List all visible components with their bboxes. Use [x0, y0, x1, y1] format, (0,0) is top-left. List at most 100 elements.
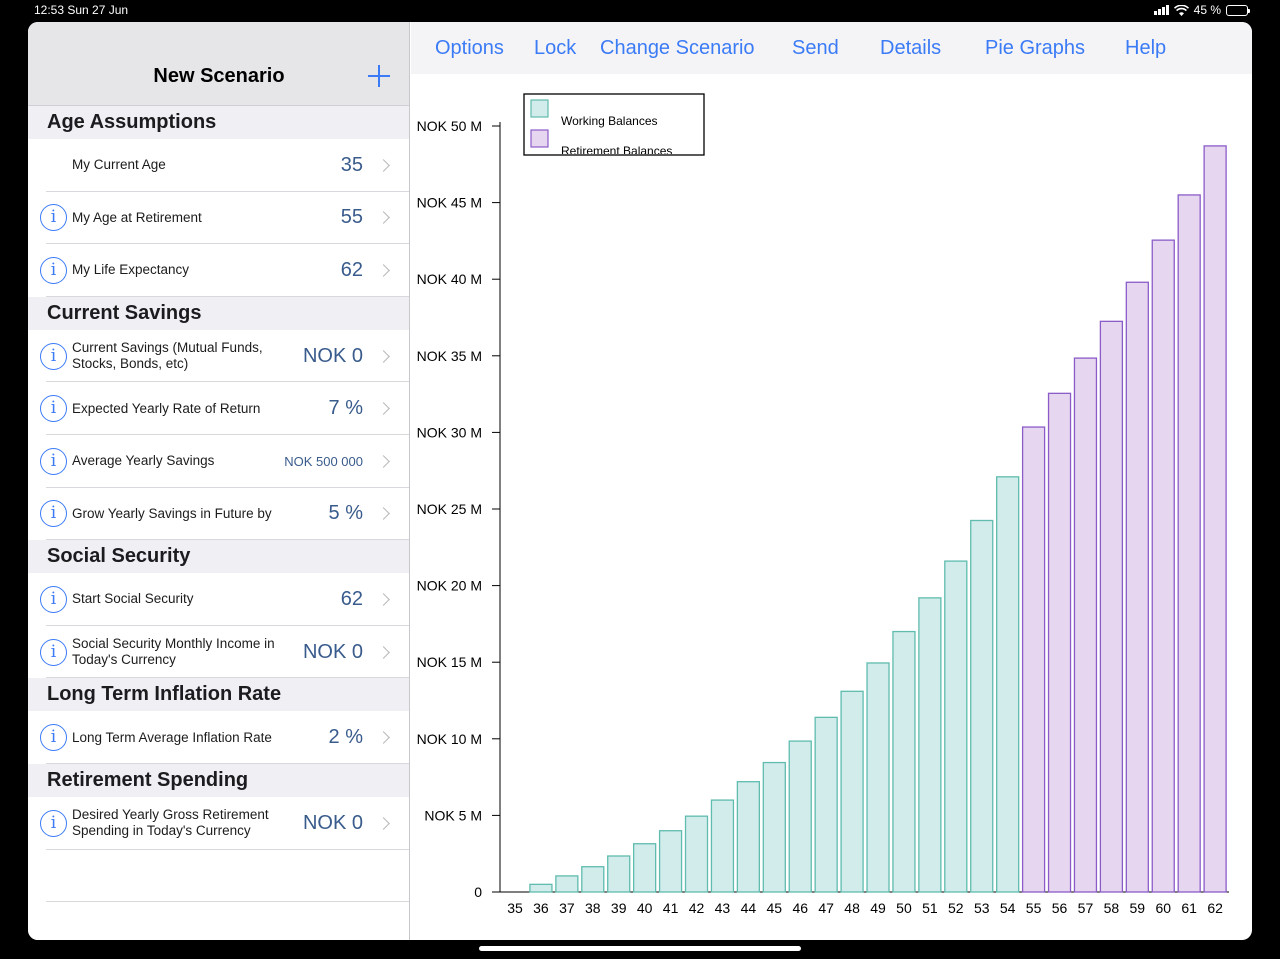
change-scenario-button[interactable]: Change Scenario — [600, 37, 755, 59]
battery-icon — [1226, 4, 1250, 16]
x-tick-label: 46 — [792, 900, 808, 916]
x-tick-label: 62 — [1207, 900, 1223, 916]
info-icon[interactable]: i — [40, 638, 67, 666]
row-value: NOK 0 — [302, 640, 363, 663]
settings-row[interactable]: i Current Savings (Mutual Funds, Stocks, … — [28, 330, 409, 383]
x-tick-label: 45 — [767, 900, 783, 916]
settings-row[interactable]: i Long Term Average Inflation Rate 2 % — [28, 711, 409, 764]
legend-swatch-retirement — [530, 129, 549, 148]
section-header: Retirement Spending — [28, 763, 409, 797]
retirement-balance-bar — [1073, 357, 1098, 893]
x-tick-label: 54 — [1000, 900, 1016, 916]
info-icon[interactable]: i — [40, 809, 67, 837]
chevron-right-icon — [377, 593, 390, 606]
settings-row[interactable]: My Current Age 35 — [28, 139, 409, 192]
settings-row[interactable]: i Average Yearly Savings NOK 500 000 — [28, 435, 409, 488]
info-icon[interactable]: i — [40, 395, 67, 423]
x-tick-label: 55 — [1026, 900, 1042, 916]
add-scenario-button[interactable] — [367, 64, 391, 88]
info-icon[interactable]: i — [40, 447, 67, 475]
x-tick-label: 38 — [585, 900, 601, 916]
x-tick-label: 51 — [922, 900, 938, 916]
info-icon[interactable]: i — [40, 500, 67, 528]
working-balance-bar — [555, 875, 579, 893]
working-balance-bar — [607, 855, 631, 893]
row-value: 55 — [340, 206, 363, 229]
row-label: Start Social Security — [72, 591, 194, 607]
settings-row[interactable]: i Social Security Monthly Income in Today… — [28, 626, 409, 679]
lock-button[interactable]: Lock — [534, 37, 577, 59]
working-balance-bar — [892, 630, 916, 893]
options-button[interactable]: Options — [435, 37, 504, 59]
pie-graphs-button[interactable]: Pie Graphs — [985, 37, 1086, 59]
details-button[interactable]: Details — [880, 37, 942, 59]
row-value: 62 — [340, 587, 363, 610]
info-icon[interactable]: i — [40, 204, 67, 232]
x-tick-label: 49 — [870, 900, 886, 916]
status-bar: 12:53 Sun 27 Jun 45 % — [0, 0, 1280, 20]
settings-row[interactable]: i My Age at Retirement 55 — [28, 192, 409, 245]
row-value: NOK 0 — [302, 344, 363, 367]
y-tick-label: NOK 40 M — [417, 271, 482, 287]
settings-row[interactable]: i Desired Yearly Gross Retirement Spendin… — [28, 797, 409, 850]
x-tick-label: 37 — [559, 900, 575, 916]
legend-label-working: Working Balances — [561, 114, 658, 128]
x-tick-label: 52 — [948, 900, 964, 916]
working-balance-bar — [736, 781, 761, 893]
working-balance-bar — [814, 716, 838, 893]
retirement-balance-bar — [1047, 392, 1072, 893]
x-tick-label: 40 — [637, 900, 653, 916]
x-tick-label: 36 — [533, 900, 549, 916]
row-label: My Current Age — [72, 157, 166, 173]
info-icon[interactable]: i — [40, 585, 67, 613]
y-tick-label: NOK 45 M — [417, 195, 482, 211]
retirement-balance-bar — [1177, 194, 1201, 893]
x-tick-label: 53 — [974, 900, 990, 916]
x-tick-label: 35 — [507, 900, 523, 916]
help-button[interactable]: Help — [1125, 37, 1167, 59]
row-value: 35 — [340, 153, 363, 176]
section-header: Social Security — [28, 540, 409, 574]
row-label: Expected Yearly Rate of Return — [72, 400, 261, 416]
y-tick-label: NOK 5 M — [424, 807, 482, 823]
x-tick-label: 47 — [818, 900, 834, 916]
chevron-right-icon — [377, 507, 390, 521]
y-tick-label: NOK 50 M — [417, 118, 482, 134]
settings-row[interactable]: i My Life Expectancy 62 — [28, 244, 409, 297]
wifi-icon — [1173, 4, 1189, 16]
home-indicator[interactable] — [479, 946, 801, 951]
row-value: 7 % — [328, 397, 363, 420]
row-label: Grow Yearly Savings in Future by — [72, 505, 272, 521]
x-tick-label: 39 — [611, 900, 627, 916]
balances-chart: 0 NOK 5 M NOK 10 M NOK 15 M NOK 20 M NOK 25 M… — [417, 93, 1229, 916]
info-icon[interactable]: i — [40, 256, 67, 284]
working-balance-bar — [762, 761, 786, 893]
status-time: 12:53 Sun 27 Jun — [34, 3, 129, 17]
row-value: 2 % — [328, 726, 363, 749]
settings-row[interactable]: i Start Social Security 62 — [28, 573, 409, 626]
working-balance-bar — [529, 883, 553, 893]
info-icon[interactable]: i — [40, 342, 67, 370]
chevron-right-icon — [377, 349, 390, 363]
chevron-right-icon — [377, 211, 390, 225]
app-window: New Scenario Age Assumptions My Current A… — [28, 22, 1252, 940]
info-icon[interactable]: i — [40, 724, 67, 752]
settings-row[interactable]: i Grow Yearly Savings in Future by 5 % — [28, 488, 409, 541]
x-tick-label: 61 — [1181, 900, 1197, 916]
settings-row[interactable]: i Expected Yearly Rate of Return 7 % — [28, 382, 409, 435]
row-label: Social Security Monthly Income in Today'… — [72, 636, 275, 668]
row-value: 5 % — [328, 502, 363, 525]
working-balance-bar — [710, 799, 735, 893]
working-balance-bar — [788, 740, 812, 893]
row-label: My Life Expectancy — [72, 262, 190, 278]
x-tick-label: 43 — [715, 900, 731, 916]
section-header: Long Term Inflation Rate — [28, 678, 409, 712]
retirement-balance-bar — [1021, 426, 1046, 893]
working-balance-bar — [970, 519, 994, 893]
chevron-right-icon — [377, 158, 390, 172]
sidebar: New Scenario Age Assumptions My Current A… — [28, 22, 410, 940]
send-button[interactable]: Send — [792, 37, 839, 59]
retirement-balance-bar — [1151, 239, 1175, 893]
settings-list: Age Assumptions My Current Age 35 i My Age a… — [28, 106, 409, 902]
section-header: Current Savings — [28, 296, 409, 330]
